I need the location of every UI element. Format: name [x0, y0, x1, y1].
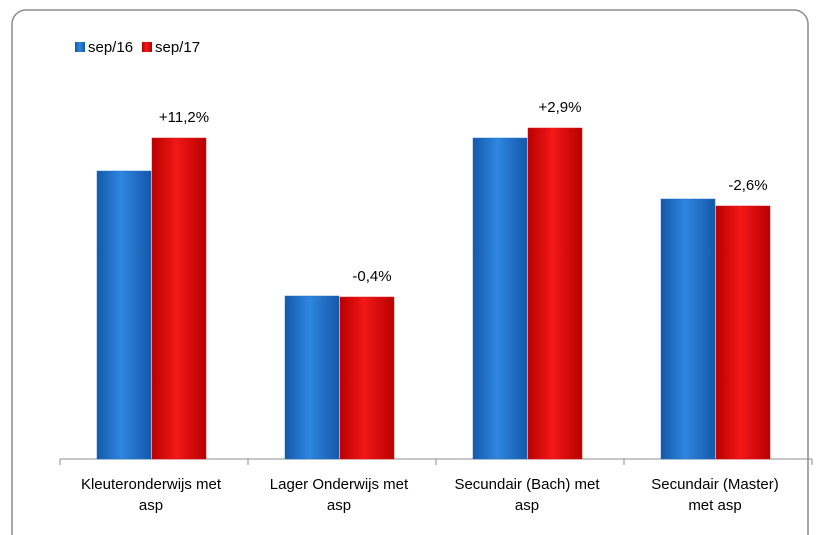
x-tick-label: Kleuteronderwijs met: [81, 476, 222, 493]
annotation: +2,9%: [539, 99, 582, 116]
bar: [527, 127, 583, 460]
bar: [151, 137, 207, 460]
x-tick-label: met asp: [688, 497, 741, 514]
legend-label: sep/16: [88, 39, 133, 56]
bar: [472, 137, 528, 460]
chart-border: [11, 9, 809, 535]
annotation: +11,2%: [159, 109, 209, 126]
bar: [715, 205, 771, 460]
x-tick-label: asp: [139, 497, 163, 514]
x-tick-label: asp: [327, 497, 351, 514]
x-tick-label: Secundair (Bach) met: [454, 476, 600, 493]
x-tick-label: asp: [515, 497, 539, 514]
x-tick-label: Lager Onderwijs met: [270, 476, 409, 493]
annotation: -2,6%: [728, 177, 767, 194]
bar: [339, 296, 395, 460]
legend-swatch: [75, 42, 85, 52]
legend-swatch: [142, 42, 152, 52]
bar: [96, 170, 152, 460]
annotation: -0,4%: [352, 268, 391, 285]
legend-label: sep/17: [155, 39, 200, 56]
x-tick-label: Secundair (Master): [651, 476, 779, 493]
bar: [284, 295, 340, 460]
bar: [660, 198, 716, 460]
